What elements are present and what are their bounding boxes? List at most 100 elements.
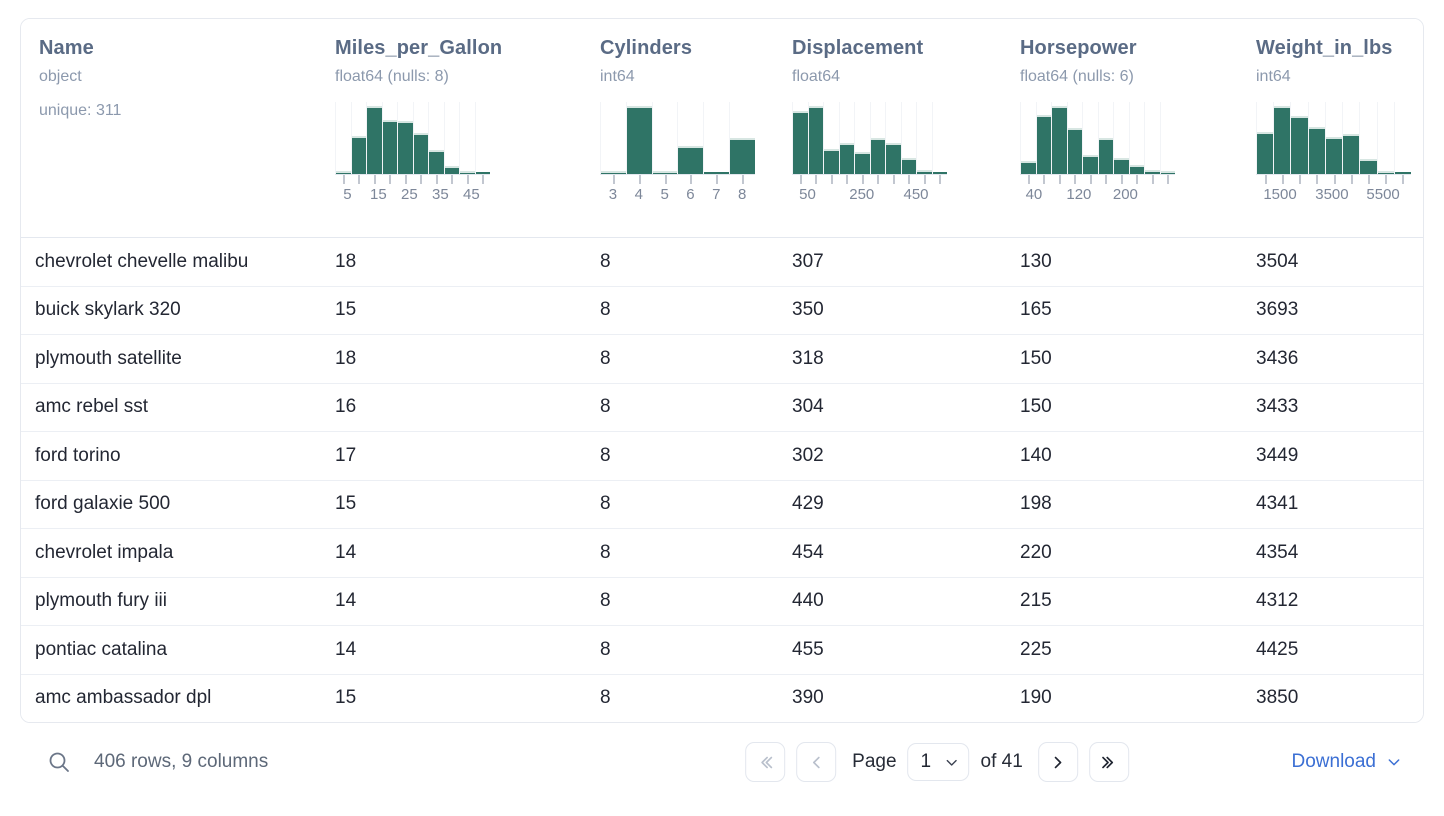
table-cell-name: pontiac catalina <box>21 626 321 675</box>
table-cell: 429 <box>778 480 1006 529</box>
histogram-bar <box>397 121 413 175</box>
histogram-bar <box>931 172 947 175</box>
histogram-bar <box>366 106 382 175</box>
histogram-bar <box>885 143 901 175</box>
histogram-bin <box>1144 102 1160 175</box>
table-cell: 8 <box>586 626 778 675</box>
histogram-bin <box>600 102 626 175</box>
histogram-bin <box>350 102 366 175</box>
histogram-bin <box>1273 102 1291 175</box>
histogram-bar <box>900 157 916 175</box>
table-cell: 3433 <box>1242 383 1423 432</box>
histogram-bar <box>823 148 839 175</box>
axis-tick <box>358 175 361 185</box>
histogram-bin <box>1376 102 1394 175</box>
last-page-button[interactable] <box>1088 742 1129 782</box>
histogram-bar <box>1020 161 1036 175</box>
histogram-bin <box>1128 102 1144 175</box>
histogram-bin <box>412 102 428 175</box>
histogram-bars <box>600 102 755 175</box>
axis-tick <box>482 175 485 185</box>
histogram-tick-labels: 5 15 25 35 45 <box>335 186 490 206</box>
page-select[interactable]: 1 <box>907 743 970 781</box>
histogram-bin <box>1066 102 1082 175</box>
histogram-bar <box>459 171 475 175</box>
page-select-value: 1 <box>920 751 932 772</box>
column-header-horsepower[interactable]: Horsepower float64 (nulls: 6) 40 120 200 <box>1006 19 1242 238</box>
histogram-bin <box>1324 102 1343 175</box>
histogram-bin <box>335 102 351 175</box>
histogram-axis <box>1020 174 1175 185</box>
table-cell: 454 <box>778 529 1006 578</box>
histogram-bar <box>1273 106 1291 175</box>
histogram-bar <box>1097 137 1113 175</box>
axis-tick <box>664 175 667 185</box>
table-cell: 17 <box>321 432 586 481</box>
total-pages-label: of 41 <box>980 751 1023 772</box>
table-cell: 455 <box>778 626 1006 675</box>
histogram-bar <box>1035 114 1051 175</box>
download-button[interactable]: Download <box>1292 751 1403 773</box>
search-icon[interactable] <box>42 745 76 779</box>
axis-tick-label: 8 <box>737 186 747 204</box>
table-cell: 14 <box>321 577 586 626</box>
column-header-miles-per-gallon[interactable]: Miles_per_Gallon float64 (nulls: 8) 5 15 2… <box>321 19 586 238</box>
axis-tick <box>1120 175 1123 185</box>
axis-tick <box>923 175 926 185</box>
axis-tick <box>1167 175 1170 185</box>
histogram-bar <box>854 151 870 175</box>
histogram-bar <box>1342 134 1360 175</box>
table-cell-name: buick skylark 320 <box>21 286 321 335</box>
histogram-bar <box>1066 127 1082 175</box>
histogram-bar <box>443 166 459 175</box>
table-cell: 8 <box>586 529 778 578</box>
histogram-bin <box>397 102 413 175</box>
table-cell: 220 <box>1006 529 1242 578</box>
histogram-bin <box>838 102 854 175</box>
axis-tick-label: 1500 <box>1263 186 1297 204</box>
histogram-bar <box>350 135 366 175</box>
histogram-bin <box>1342 102 1360 175</box>
histogram-bars <box>1020 102 1175 175</box>
histogram-bin <box>854 102 870 175</box>
histogram-bar <box>381 120 397 175</box>
histogram-bar <box>792 110 808 175</box>
axis-tick <box>638 175 641 185</box>
histogram-bin <box>1359 102 1377 175</box>
table-cell: 302 <box>778 432 1006 481</box>
axis-tick <box>716 175 719 185</box>
axis-tick <box>1281 175 1284 185</box>
axis-tick <box>451 175 454 185</box>
column-header-displacement[interactable]: Displacement float64 50 250 450 <box>778 19 1006 238</box>
table-cell: 3436 <box>1242 335 1423 384</box>
column-title: Displacement <box>792 37 924 59</box>
column-title: Miles_per_Gallon <box>335 37 503 59</box>
table-cell: 14 <box>321 626 586 675</box>
table-cell: 16 <box>321 383 586 432</box>
histogram-tick-labels: 50 250 450 <box>792 186 947 206</box>
histogram-bin <box>1290 102 1308 175</box>
previous-page-button[interactable] <box>796 742 837 782</box>
table-cell: 8 <box>586 238 778 287</box>
axis-tick <box>1402 175 1405 185</box>
axis-tick <box>846 175 849 185</box>
table-cell: 165 <box>1006 286 1242 335</box>
histogram-bar <box>428 149 444 175</box>
axis-tick-label: 120 <box>1066 186 1092 204</box>
histogram-bin <box>792 102 808 175</box>
column-header-weight-in-lbs[interactable]: Weight_in_lbs int64 1500 3500 5500 <box>1242 19 1423 238</box>
column-header-name[interactable]: Name object unique: 311 <box>21 19 321 238</box>
table-cell: 3850 <box>1242 674 1423 722</box>
table-cell-name: amc rebel sst <box>21 383 321 432</box>
histogram-bar <box>1159 171 1175 175</box>
table-cell: 198 <box>1006 480 1242 529</box>
histogram-bin <box>1035 102 1051 175</box>
histogram-bar <box>1144 169 1160 175</box>
first-page-button[interactable] <box>745 742 786 782</box>
axis-tick <box>1089 175 1092 185</box>
histogram-bin <box>474 102 490 175</box>
table-cell: 190 <box>1006 674 1242 722</box>
next-page-button[interactable] <box>1037 742 1078 782</box>
